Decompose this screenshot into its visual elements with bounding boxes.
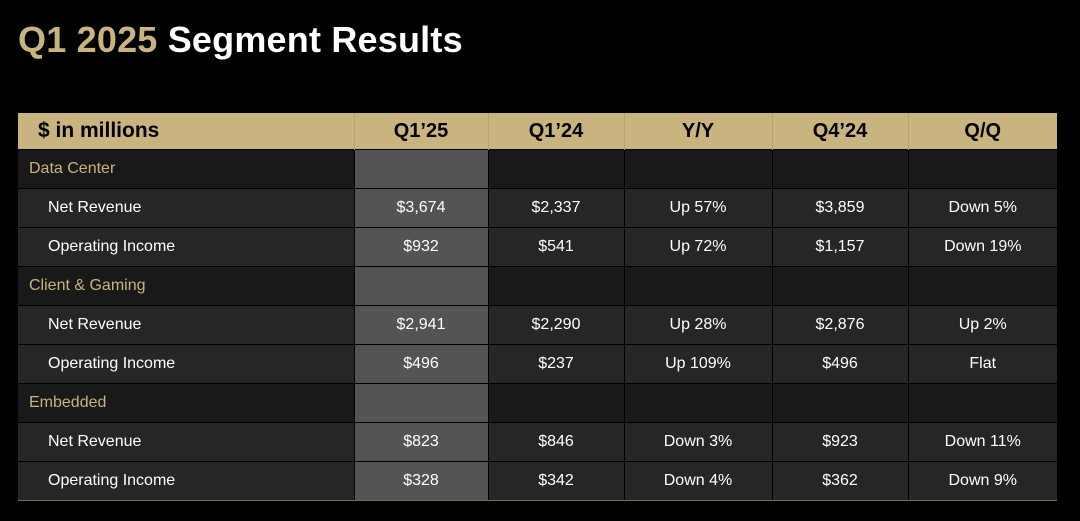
- cell-yy: Up 109%: [624, 344, 773, 384]
- cell-qq: Up 2%: [908, 305, 1057, 345]
- table-row: Net Revenue $2,941 $2,290 Up 28% $2,876 …: [18, 305, 1057, 345]
- cell-q1-25: $3,674: [354, 188, 489, 228]
- cell-q1-24: $237: [488, 344, 625, 384]
- cell-yy: Down 3%: [624, 422, 773, 462]
- table-row: Operating Income $496 $237 Up 109% $496 …: [18, 344, 1057, 384]
- table-row: Operating Income $328 $342 Down 4% $362 …: [18, 461, 1057, 501]
- cell-q4-24: $1,157: [772, 227, 909, 267]
- section-row-client-gaming: Client & Gaming: [18, 266, 1057, 306]
- cell-yy: Up 28%: [624, 305, 773, 345]
- segment-results-table: $ in millions Q1’25 Q1’24 Y/Y Q4’24 Q/Q …: [18, 113, 1057, 501]
- cell-q1-24: $2,337: [488, 188, 625, 228]
- header-yy: Y/Y: [624, 113, 773, 150]
- row-label: Net Revenue: [18, 422, 355, 462]
- cell-q4-24: $362: [772, 461, 909, 501]
- cell-q1-24: $342: [488, 461, 625, 501]
- table-row: Net Revenue $823 $846 Down 3% $923 Down …: [18, 422, 1057, 462]
- header-q4-24: Q4’24: [772, 113, 909, 150]
- cell-yy: Down 4%: [624, 461, 773, 501]
- cell-q4-24: $923: [772, 422, 909, 462]
- header-q1-24: Q1’24: [488, 113, 625, 150]
- cell-qq: Down 11%: [908, 422, 1057, 462]
- title-text: Segment Results: [167, 19, 463, 60]
- table-header-row: $ in millions Q1’25 Q1’24 Y/Y Q4’24 Q/Q: [18, 113, 1057, 150]
- cell-q1-25: $2,941: [354, 305, 489, 345]
- table-row: Operating Income $932 $541 Up 72% $1,157…: [18, 227, 1057, 267]
- cell-yy: Up 72%: [624, 227, 773, 267]
- cell-q4-24: $496: [772, 344, 909, 384]
- section-row-embedded: Embedded: [18, 383, 1057, 423]
- cell-q1-25: $932: [354, 227, 489, 267]
- section-row-data-center: Data Center: [18, 149, 1057, 189]
- cell-qq: Down 19%: [908, 227, 1057, 267]
- cell-q4-24: $3,859: [772, 188, 909, 228]
- cell-q4-24: $2,876: [772, 305, 909, 345]
- cell-q1-25: $496: [354, 344, 489, 384]
- title-period: Q1 2025: [18, 19, 158, 60]
- cell-qq: Down 5%: [908, 188, 1057, 228]
- cell-qq: Down 9%: [908, 461, 1057, 501]
- cell-q1-24: $2,290: [488, 305, 625, 345]
- cell-q1-25: $328: [354, 461, 489, 501]
- cell-q1-24: $541: [488, 227, 625, 267]
- section-label: Embedded: [18, 383, 355, 423]
- section-label: Client & Gaming: [18, 266, 355, 306]
- cell-yy: Up 57%: [624, 188, 773, 228]
- header-units: $ in millions: [18, 113, 355, 150]
- section-label: Data Center: [18, 149, 355, 189]
- row-label: Net Revenue: [18, 188, 355, 228]
- header-qq: Q/Q: [908, 113, 1057, 150]
- cell-q1-25: $823: [354, 422, 489, 462]
- row-label: Operating Income: [18, 344, 355, 384]
- cell-qq: Flat: [908, 344, 1057, 384]
- row-label: Operating Income: [18, 461, 355, 501]
- page-title: Q1 2025 Segment Results: [18, 18, 463, 62]
- cell-q1-24: $846: [488, 422, 625, 462]
- row-label: Operating Income: [18, 227, 355, 267]
- row-label: Net Revenue: [18, 305, 355, 345]
- header-q1-25: Q1’25: [354, 113, 489, 150]
- table-row: Net Revenue $3,674 $2,337 Up 57% $3,859 …: [18, 188, 1057, 228]
